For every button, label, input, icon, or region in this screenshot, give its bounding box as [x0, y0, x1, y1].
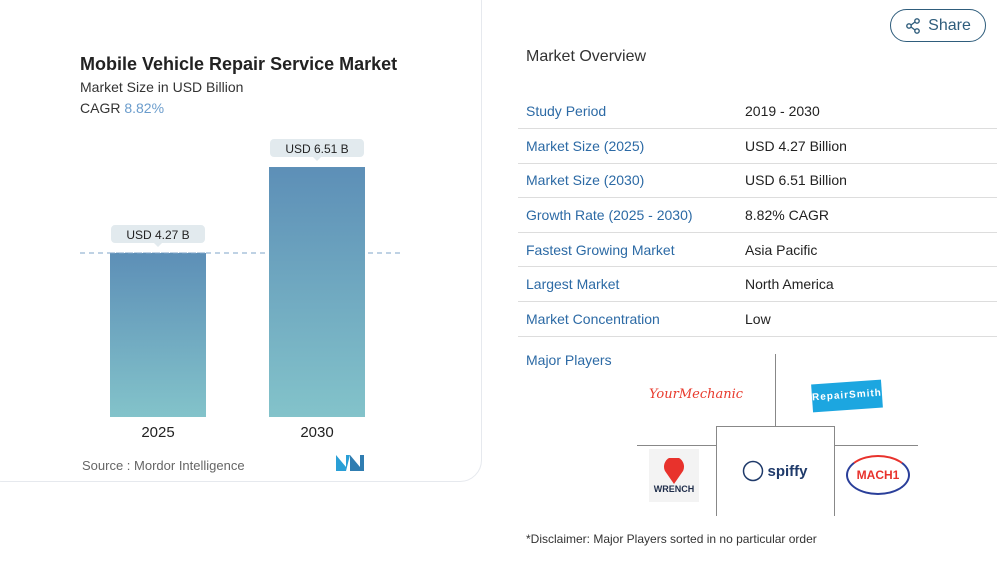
overview-row: Largest Market North America: [518, 266, 997, 303]
major-players-label: Major Players: [526, 352, 612, 368]
overview-key[interactable]: Market Size (2025): [518, 128, 737, 164]
disclaimer: *Disclaimer: Major Players sorted in no …: [526, 532, 817, 546]
overview-value: North America: [737, 266, 997, 303]
data-label-box: [111, 225, 205, 244]
data-label: USD 4.27 B: [126, 228, 189, 242]
source-text: Source : Mordor Intelligence: [82, 458, 245, 473]
share-button[interactable]: Share: [890, 9, 986, 42]
data-label-pointer: [313, 157, 321, 162]
overview-value: Asia Pacific: [737, 232, 997, 268]
overview-row: Market Size (2030) USD 6.51 Billion: [518, 163, 997, 199]
overview-key[interactable]: Study Period: [518, 94, 737, 130]
wrench-text: Wrench: [653, 483, 695, 494]
overview-value: USD 4.27 Billion: [737, 128, 997, 164]
cagr-label: CAGR: [80, 100, 121, 116]
data-label-box: [270, 139, 364, 158]
data-label: USD 6.51 B: [285, 142, 348, 156]
overview-table: Study Period 2019 - 2030 Market Size (2025…: [518, 94, 997, 337]
x-tick-label: 2025: [141, 424, 174, 441]
overview-value: 2019 - 2030: [737, 94, 997, 130]
repairsmith-text: RepairSmith: [811, 387, 883, 404]
player-logo-yourmechanic: YourMechanic: [648, 386, 744, 402]
overview-value: USD 6.51 Billion: [737, 163, 997, 199]
bar-2030: [269, 167, 365, 417]
player-logo-repairsmith: RepairSmith: [811, 379, 883, 413]
overview-key[interactable]: Largest Market: [518, 266, 737, 303]
chart-card: [0, 0, 482, 482]
bar-chart: USD 4.27 B 2025 USD 6.51 B 2030: [80, 139, 400, 441]
overview-key[interactable]: Fastest Growing Market: [518, 232, 737, 268]
chart-subtitle: Market Size in USD Billion: [80, 79, 244, 95]
spiffy-text: Spiffy: [767, 462, 808, 480]
overview-row: Study Period 2019 - 2030: [518, 94, 997, 130]
overview-key[interactable]: Market Concentration: [518, 301, 737, 337]
overview-key[interactable]: Growth Rate (2025 - 2030): [518, 197, 737, 233]
overview-key[interactable]: Market Size (2030): [518, 163, 737, 199]
spiffy-circle-icon: [743, 460, 764, 482]
cagr: CAGR 8.82%: [80, 100, 164, 116]
player-logo-mach1: Mach1: [846, 455, 910, 495]
overview-row: Growth Rate (2025 - 2030) 8.82% CAGR: [518, 197, 997, 233]
wrench-pin-icon: [664, 457, 684, 484]
chart-title: Mobile Vehicle Repair Service Market: [80, 54, 398, 74]
cagr-value: 8.82%: [124, 100, 165, 116]
mordor-logo-icon: [336, 455, 364, 471]
overview-row: Market Size (2025) USD 4.27 Billion: [518, 128, 997, 164]
share-icon: [906, 17, 921, 34]
overview-title: Market Overview: [526, 48, 647, 65]
overview-value: 8.82% CAGR: [737, 197, 997, 233]
overview-value: Low: [737, 301, 997, 337]
overview-row: Fastest Growing Market Asia Pacific: [518, 232, 997, 268]
share-label: Share: [928, 16, 971, 34]
player-logo-wrench: Wrench: [649, 449, 699, 502]
mach1-text: Mach1: [856, 468, 900, 482]
x-tick-label: 2030: [300, 424, 333, 441]
player-logo-spiffy: Spiffy: [740, 458, 810, 484]
data-label-pointer: [154, 243, 162, 248]
bar-2025: [110, 253, 206, 417]
overview-row: Market Concentration Low: [518, 301, 997, 337]
